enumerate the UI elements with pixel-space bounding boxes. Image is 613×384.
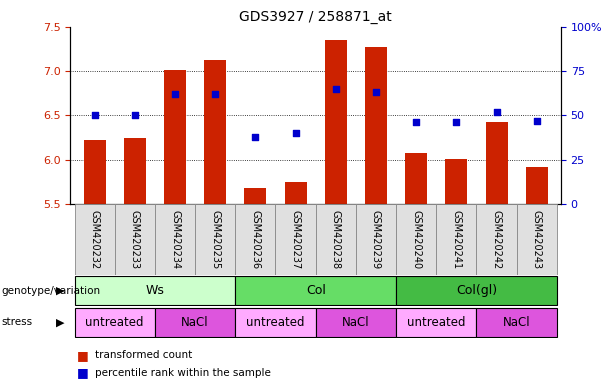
FancyBboxPatch shape xyxy=(476,204,517,275)
Text: untreated: untreated xyxy=(407,316,465,329)
FancyBboxPatch shape xyxy=(235,308,316,337)
Text: NaCl: NaCl xyxy=(503,316,530,329)
FancyBboxPatch shape xyxy=(436,204,476,275)
Bar xyxy=(204,60,226,204)
FancyBboxPatch shape xyxy=(316,308,396,337)
FancyBboxPatch shape xyxy=(356,204,396,275)
Point xyxy=(210,91,220,97)
Text: GSM420238: GSM420238 xyxy=(331,210,341,269)
Text: NaCl: NaCl xyxy=(342,316,370,329)
Point xyxy=(251,134,261,140)
FancyBboxPatch shape xyxy=(396,204,436,275)
Point xyxy=(452,119,462,126)
FancyBboxPatch shape xyxy=(316,204,356,275)
Text: GSM420242: GSM420242 xyxy=(492,210,501,269)
Text: percentile rank within the sample: percentile rank within the sample xyxy=(95,368,271,378)
FancyBboxPatch shape xyxy=(75,276,235,305)
Text: GSM420232: GSM420232 xyxy=(89,210,100,269)
Point xyxy=(170,91,180,97)
Point xyxy=(291,130,300,136)
Point xyxy=(331,86,341,92)
Point xyxy=(492,109,501,115)
Text: GSM420241: GSM420241 xyxy=(451,210,462,269)
FancyBboxPatch shape xyxy=(155,204,195,275)
Text: ▶: ▶ xyxy=(56,317,64,327)
FancyBboxPatch shape xyxy=(75,308,155,337)
Text: GSM420239: GSM420239 xyxy=(371,210,381,269)
Bar xyxy=(284,182,306,204)
Bar xyxy=(365,47,387,204)
Bar xyxy=(83,140,105,204)
Text: untreated: untreated xyxy=(246,316,305,329)
Text: Ws: Ws xyxy=(145,284,164,297)
Point xyxy=(371,89,381,96)
FancyBboxPatch shape xyxy=(155,308,235,337)
Text: GSM420236: GSM420236 xyxy=(250,210,261,269)
Bar xyxy=(445,159,468,204)
Bar xyxy=(245,188,267,204)
Text: transformed count: transformed count xyxy=(95,350,192,360)
Bar xyxy=(485,122,508,204)
Text: GSM420243: GSM420243 xyxy=(531,210,542,269)
Text: ■: ■ xyxy=(77,366,88,379)
Point xyxy=(89,112,99,118)
Point xyxy=(411,119,421,126)
Text: untreated: untreated xyxy=(85,316,144,329)
FancyBboxPatch shape xyxy=(396,276,557,305)
FancyBboxPatch shape xyxy=(396,308,476,337)
FancyBboxPatch shape xyxy=(115,204,155,275)
FancyBboxPatch shape xyxy=(235,204,275,275)
Text: GSM420235: GSM420235 xyxy=(210,210,220,269)
Text: Col(gl): Col(gl) xyxy=(456,284,497,297)
Bar xyxy=(124,138,146,204)
Text: GSM420237: GSM420237 xyxy=(291,210,300,269)
FancyBboxPatch shape xyxy=(517,204,557,275)
Text: stress: stress xyxy=(1,317,32,327)
Text: GSM420234: GSM420234 xyxy=(170,210,180,269)
Text: ■: ■ xyxy=(77,349,88,362)
FancyBboxPatch shape xyxy=(235,276,396,305)
FancyBboxPatch shape xyxy=(476,308,557,337)
Point xyxy=(532,118,542,124)
Point xyxy=(130,112,140,118)
Text: Col: Col xyxy=(306,284,326,297)
Bar xyxy=(526,167,548,204)
Text: genotype/variation: genotype/variation xyxy=(1,286,101,296)
Bar xyxy=(405,154,427,204)
Title: GDS3927 / 258871_at: GDS3927 / 258871_at xyxy=(239,10,392,25)
FancyBboxPatch shape xyxy=(195,204,235,275)
Text: ▶: ▶ xyxy=(56,286,64,296)
Text: NaCl: NaCl xyxy=(181,316,209,329)
FancyBboxPatch shape xyxy=(275,204,316,275)
Bar xyxy=(164,70,186,204)
Text: GSM420240: GSM420240 xyxy=(411,210,421,269)
Text: GSM420233: GSM420233 xyxy=(130,210,140,269)
FancyBboxPatch shape xyxy=(75,204,115,275)
Bar xyxy=(325,40,347,204)
